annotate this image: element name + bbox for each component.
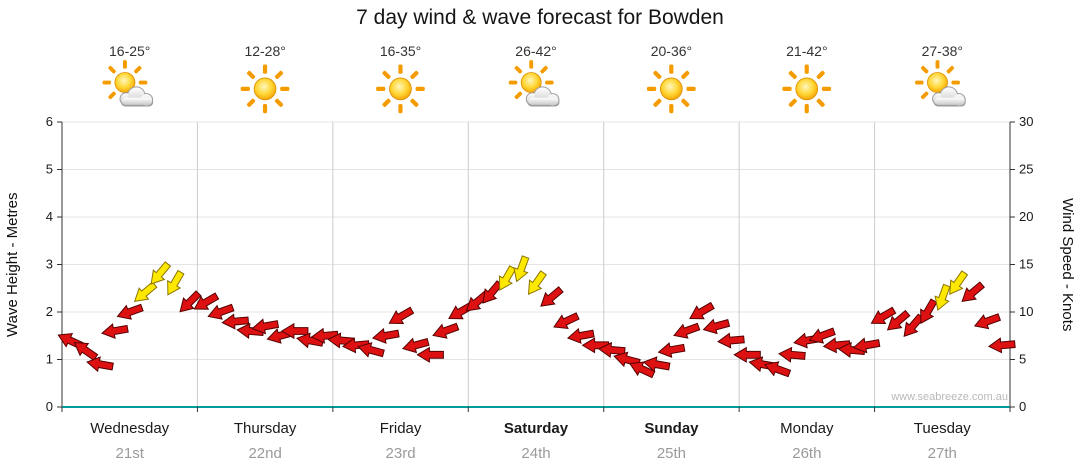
left-axis-tick-label: 4 — [46, 209, 53, 224]
right-axis-tick-label: 10 — [1019, 304, 1033, 319]
day-temp: 27-38° — [922, 43, 963, 59]
date-label: 23rd — [386, 445, 416, 462]
right-axis-tick-label: 25 — [1019, 162, 1033, 177]
sun-icon — [646, 64, 697, 114]
right-axis-tick-label: 30 — [1019, 114, 1033, 129]
day-label: Wednesday — [90, 420, 169, 437]
date-label: 22nd — [248, 445, 281, 462]
wind-arrow — [716, 331, 746, 350]
tick-labels: 0 1 2 3 4 5 6 0 5 10 15 20 25 30 — [46, 114, 1034, 414]
wind-arrow — [671, 319, 702, 343]
wind-arrow — [385, 303, 416, 331]
day-label: Saturday — [504, 420, 569, 437]
left-axis-tick-label: 2 — [46, 304, 53, 319]
right-axis-tick-label: 20 — [1019, 209, 1033, 224]
day-label: Monday — [780, 420, 834, 437]
day-temp: 12-28° — [244, 43, 285, 59]
x-axis-labels: Wednesday 21st Thursday 22nd Friday 23rd Satur… — [90, 420, 971, 462]
day-temp: 21-42° — [786, 43, 827, 59]
wind-arrow — [550, 308, 582, 335]
page-title: 7 day wind & wave forecast for Bowden — [356, 6, 724, 29]
date-label: 25th — [657, 445, 686, 462]
gridlines — [62, 121, 1010, 407]
wind-arrow — [987, 336, 1016, 355]
sun-cloud-icon — [509, 60, 560, 106]
wind-arrows — [54, 254, 1016, 382]
sun-icon — [240, 64, 290, 114]
day-temp: 20-36° — [651, 43, 692, 59]
date-label: 27th — [928, 445, 957, 462]
wind-arrow — [161, 268, 188, 299]
right-axis-tick-label: 0 — [1019, 399, 1026, 414]
date-label: 24th — [521, 445, 550, 462]
date-label: 21st — [116, 445, 145, 462]
wind-arrow — [701, 315, 732, 338]
date-label: 26th — [792, 445, 821, 462]
wind-arrow — [656, 340, 686, 360]
axes — [61, 122, 1011, 412]
wind-arrow — [430, 319, 461, 343]
right-axis-title: Wind Speed - Knots — [1059, 197, 1076, 332]
sun-icon — [375, 64, 426, 114]
sun-cloud-icon — [103, 60, 154, 106]
sun-cloud-icon — [915, 60, 966, 106]
day-label: Thursday — [234, 420, 297, 437]
wind-arrow — [371, 325, 401, 346]
left-axis-tick-label: 5 — [46, 162, 53, 177]
day-temp: 16-25° — [109, 43, 150, 59]
left-axis-tick-label: 1 — [46, 352, 53, 367]
wind-arrow — [129, 278, 160, 308]
right-axis-tick-label: 15 — [1019, 257, 1033, 272]
left-axis-tick-label: 0 — [46, 399, 53, 414]
sun-icon — [781, 64, 832, 114]
day-label: Friday — [380, 420, 422, 437]
day-temp: 16-35° — [380, 43, 421, 59]
day-headers: 16-25° 12-28° 16-35° 26-42° 20-36° 21-42° 27-3… — [103, 43, 966, 114]
day-temp: 26-42° — [515, 43, 556, 59]
right-axis-tick-label: 5 — [1019, 352, 1026, 367]
day-label: Sunday — [644, 420, 699, 437]
watermark: www.seabreeze.com.au — [891, 391, 1008, 403]
wind-arrow — [971, 309, 1003, 334]
wind-arrow — [777, 345, 807, 364]
left-axis-tick-label: 6 — [46, 114, 53, 129]
left-axis-tick-label: 3 — [46, 257, 53, 272]
day-label: Tuesday — [914, 420, 971, 437]
wind-arrow — [100, 321, 130, 341]
left-axis-title: Wave Height - Metres — [4, 192, 21, 337]
